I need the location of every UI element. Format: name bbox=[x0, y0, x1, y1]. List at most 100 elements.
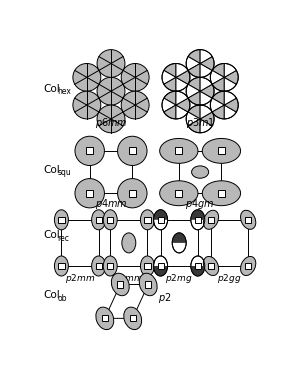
Bar bbox=[144, 217, 150, 223]
Polygon shape bbox=[188, 119, 200, 133]
Polygon shape bbox=[224, 105, 237, 119]
Bar bbox=[95, 217, 102, 223]
Text: $p2mm$: $p2mm$ bbox=[65, 272, 95, 285]
Polygon shape bbox=[191, 210, 205, 220]
Polygon shape bbox=[200, 57, 214, 70]
Polygon shape bbox=[186, 112, 200, 126]
Polygon shape bbox=[186, 57, 200, 70]
Polygon shape bbox=[176, 98, 190, 112]
Ellipse shape bbox=[111, 273, 129, 296]
Polygon shape bbox=[186, 84, 200, 98]
Ellipse shape bbox=[75, 178, 104, 208]
Ellipse shape bbox=[54, 256, 68, 276]
Ellipse shape bbox=[103, 210, 117, 230]
Polygon shape bbox=[200, 84, 214, 98]
Polygon shape bbox=[200, 91, 212, 105]
Text: $p3m1$: $p3m1$ bbox=[186, 116, 215, 130]
Bar bbox=[86, 190, 93, 197]
Text: $p2mg$: $p2mg$ bbox=[165, 272, 193, 285]
Text: ob: ob bbox=[57, 294, 67, 303]
Circle shape bbox=[97, 77, 125, 105]
Ellipse shape bbox=[75, 136, 104, 165]
Polygon shape bbox=[200, 112, 214, 126]
Polygon shape bbox=[176, 105, 188, 119]
Ellipse shape bbox=[54, 210, 68, 230]
Text: $p2gg$: $p2gg$ bbox=[217, 272, 242, 285]
Circle shape bbox=[121, 91, 149, 119]
Polygon shape bbox=[172, 233, 186, 243]
Text: Col: Col bbox=[44, 290, 60, 300]
Ellipse shape bbox=[202, 181, 241, 206]
Polygon shape bbox=[212, 105, 224, 119]
Circle shape bbox=[73, 91, 101, 119]
Ellipse shape bbox=[118, 136, 147, 165]
Text: $p4gm$: $p4gm$ bbox=[185, 197, 215, 211]
Bar bbox=[107, 217, 113, 223]
Bar bbox=[90, 151, 132, 193]
Polygon shape bbox=[210, 70, 224, 84]
Polygon shape bbox=[188, 77, 200, 91]
Bar bbox=[58, 263, 65, 269]
Ellipse shape bbox=[154, 256, 167, 276]
Ellipse shape bbox=[160, 181, 198, 206]
Ellipse shape bbox=[192, 166, 209, 178]
Polygon shape bbox=[188, 105, 200, 119]
Polygon shape bbox=[176, 91, 188, 105]
Ellipse shape bbox=[124, 307, 142, 330]
Polygon shape bbox=[164, 91, 176, 105]
Ellipse shape bbox=[241, 210, 256, 230]
Ellipse shape bbox=[191, 210, 205, 230]
Polygon shape bbox=[164, 77, 176, 91]
Bar bbox=[195, 263, 201, 269]
Bar bbox=[245, 263, 251, 269]
Ellipse shape bbox=[118, 178, 147, 208]
Bar bbox=[144, 263, 150, 269]
Circle shape bbox=[73, 63, 101, 91]
Ellipse shape bbox=[103, 256, 117, 276]
Polygon shape bbox=[154, 266, 167, 276]
Ellipse shape bbox=[141, 210, 154, 230]
Text: Col: Col bbox=[44, 84, 60, 94]
Bar bbox=[145, 281, 151, 288]
Text: $p6mm$: $p6mm$ bbox=[94, 116, 127, 130]
Bar bbox=[129, 315, 136, 321]
Polygon shape bbox=[200, 50, 212, 63]
Polygon shape bbox=[162, 98, 176, 112]
Polygon shape bbox=[176, 63, 188, 77]
Circle shape bbox=[97, 50, 125, 77]
Ellipse shape bbox=[203, 256, 219, 276]
Bar bbox=[218, 190, 225, 197]
Text: $c2mm$: $c2mm$ bbox=[114, 272, 144, 283]
Bar bbox=[211, 220, 248, 266]
Ellipse shape bbox=[91, 256, 106, 276]
Ellipse shape bbox=[191, 256, 205, 276]
Bar bbox=[129, 147, 136, 154]
Text: squ: squ bbox=[57, 168, 71, 177]
Bar bbox=[195, 217, 201, 223]
Bar bbox=[58, 217, 65, 223]
Polygon shape bbox=[176, 70, 190, 84]
Bar bbox=[86, 147, 93, 154]
Polygon shape bbox=[224, 91, 237, 105]
Polygon shape bbox=[200, 119, 212, 133]
Bar bbox=[158, 217, 164, 223]
Text: Col: Col bbox=[44, 165, 60, 175]
Ellipse shape bbox=[96, 307, 114, 330]
Bar bbox=[175, 190, 182, 197]
Polygon shape bbox=[200, 105, 212, 119]
Polygon shape bbox=[224, 77, 237, 91]
Ellipse shape bbox=[91, 210, 106, 230]
Circle shape bbox=[121, 63, 149, 91]
Ellipse shape bbox=[154, 210, 167, 230]
Bar bbox=[158, 263, 164, 269]
Bar bbox=[95, 263, 102, 269]
Polygon shape bbox=[200, 77, 212, 91]
Text: rec: rec bbox=[57, 234, 69, 243]
Polygon shape bbox=[212, 63, 224, 77]
Bar bbox=[61, 220, 99, 266]
Polygon shape bbox=[212, 77, 224, 91]
Bar bbox=[175, 147, 182, 154]
Text: hex: hex bbox=[57, 87, 71, 96]
Bar bbox=[161, 220, 198, 266]
Bar bbox=[102, 315, 108, 321]
